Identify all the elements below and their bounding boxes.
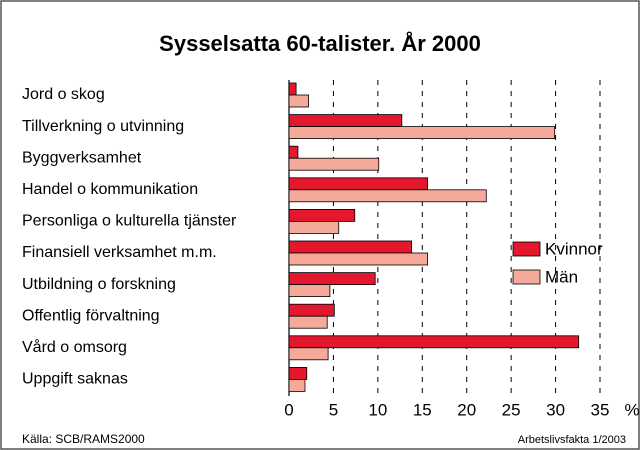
legend-swatch [512, 241, 541, 257]
x-axis-unit: % [624, 400, 639, 419]
x-tick-label: 15 [413, 400, 432, 419]
bar [288, 94, 309, 108]
x-tick-label: 25 [502, 400, 521, 419]
y-tick-label: Vård o omsorg [22, 338, 127, 356]
bar [288, 284, 331, 298]
bar [288, 220, 340, 234]
bar [288, 315, 328, 329]
bar [288, 240, 413, 254]
bar [288, 252, 429, 266]
x-tick-label: 5 [329, 400, 338, 419]
bar [288, 157, 380, 171]
bar [288, 145, 299, 159]
x-tick-label: 30 [546, 400, 565, 419]
y-tick-label: Offentlig förvaltning [22, 307, 160, 324]
note: Arbetslivsfakta 1/2003 [518, 434, 626, 446]
bar [288, 335, 580, 349]
y-tick-label: Personliga o kulturella tjänster [22, 213, 237, 230]
legend-label: Kvinnor [545, 239, 603, 258]
y-tick-label: Uppgift saknas [22, 371, 128, 388]
bar [288, 114, 403, 127]
bar [288, 272, 376, 286]
y-tick-label: Tillverkning o utvinning [22, 118, 184, 135]
bar [288, 378, 306, 392]
x-tick-label: 10 [368, 400, 387, 419]
y-tick-label: Byggverksamhet [22, 149, 142, 166]
bar [288, 126, 556, 139]
chart-title: Sysselsatta 60-talister. År 2000 [159, 30, 481, 56]
y-tick-label: Jord o skog [22, 86, 105, 103]
y-tick-label: Finansiell verksamhet m.m. [22, 244, 217, 261]
bar [288, 208, 356, 222]
source: Källa: SCB/RAMS2000 [22, 432, 145, 446]
bar [288, 366, 308, 380]
bar [288, 189, 487, 203]
bar [288, 347, 329, 361]
bar [288, 177, 429, 191]
x-tick-label: 0 [284, 400, 293, 419]
y-tick-label: Handel o kommunikation [22, 181, 198, 198]
x-tick-label: 20 [457, 400, 476, 419]
y-tick-label: Utbildning o forskning [22, 276, 176, 293]
bar [288, 303, 335, 317]
legend-label: Män [545, 267, 578, 286]
x-tick-label: 35 [591, 400, 610, 419]
legend-swatch [512, 269, 541, 285]
bar [288, 82, 297, 96]
